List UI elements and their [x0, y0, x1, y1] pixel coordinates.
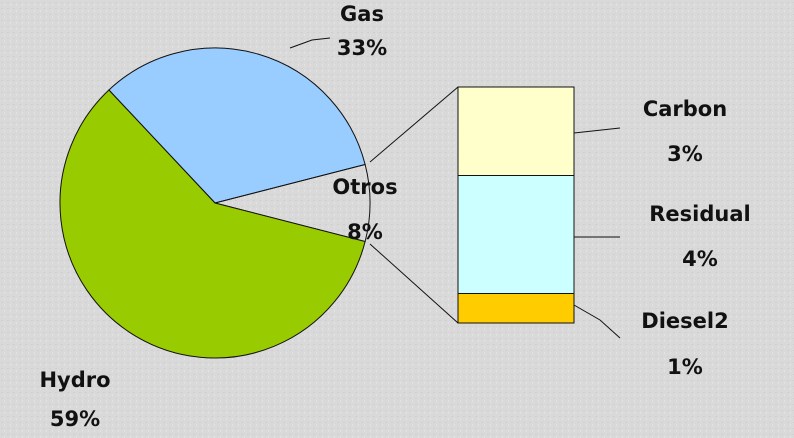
connector — [369, 86, 459, 163]
bar-segment — [457, 175, 575, 294]
bar-segment — [457, 86, 575, 176]
slice-label: Gas — [340, 2, 384, 26]
bar-label: Diesel2 — [641, 309, 728, 333]
slice-label: Otros — [332, 175, 397, 199]
leader-line — [573, 127, 621, 134]
connector — [369, 243, 459, 324]
bar-label: Carbon — [643, 97, 727, 121]
bar-segment — [457, 293, 575, 324]
slice-label: Hydro — [39, 368, 110, 392]
slice-value-label: 33% — [337, 36, 387, 60]
bar-value-label: 4% — [682, 247, 718, 271]
leader-line — [573, 304, 621, 339]
pie-slice — [59, 89, 366, 359]
bar-value-label: 1% — [667, 355, 703, 379]
slice-value-label: 59% — [50, 407, 100, 431]
bar-label: Residual — [649, 202, 750, 226]
pie-slice — [108, 47, 366, 204]
slice-value-label: 8% — [347, 220, 383, 244]
bar-value-label: 3% — [667, 142, 703, 166]
leader-line — [289, 37, 331, 49]
